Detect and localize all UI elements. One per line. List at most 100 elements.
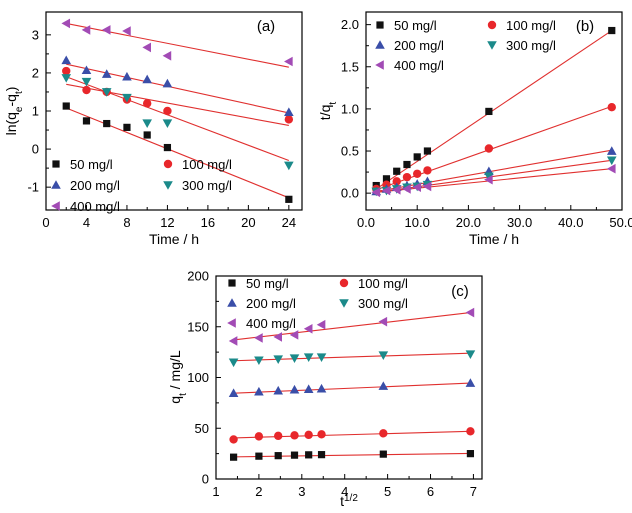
y-axis-label: t/qt [317,102,339,121]
data-point [378,316,388,327]
legend-marker [51,180,61,189]
data-point [466,427,475,436]
data-point [274,452,282,460]
legend-entry: 300 mg/l [358,296,408,311]
data-point [606,146,617,155]
data-point [303,384,314,393]
data-point [142,99,152,108]
legend-entry: 200 mg/l [394,38,444,53]
data-point [606,156,617,166]
y-tick-label: 0.5 [341,144,359,159]
x-tick-label: 20 [241,215,255,230]
legend-marker [375,40,385,49]
data-point [284,161,294,171]
data-point [303,353,314,362]
data-point [465,378,476,387]
x-tick-label: 40.0 [558,215,583,230]
data-point [228,388,239,398]
data-point [378,381,389,390]
fit-line-100-mg-l [376,105,612,191]
x-tick-label: 0 [42,215,49,230]
legend-marker [227,298,237,307]
x-tick-label: 4 [83,215,90,230]
data-point [143,131,151,139]
fit-line-100-mg-l [66,83,289,127]
x-tick-label: 8 [123,215,130,230]
fit-line-200-mg-l [376,149,612,193]
x-tick-label: 6 [427,484,434,499]
fit-line-300-mg-l [66,76,290,162]
data-point [303,323,313,334]
legend-marker [339,278,349,288]
data-point [466,450,475,458]
data-point [284,56,293,67]
data-point [423,166,432,175]
legend-marker [228,279,236,287]
panel-label: (a) [257,18,275,35]
x-tick-label: 20.0 [456,215,481,230]
data-point [316,353,327,362]
data-point [305,451,313,459]
data-point [81,77,92,87]
legend-marker [487,20,497,30]
data-point [142,42,151,53]
x-axis-label: Time / h [469,231,519,247]
legend-entry: 200 mg/l [246,296,296,311]
data-point [379,429,388,438]
legend-entry: 400 mg/l [246,316,296,331]
y-tick-label: 1.5 [341,59,359,74]
legend-entry: 50 mg/l [246,276,289,291]
legend-entry: 400 mg/l [70,199,120,214]
data-point [142,119,152,128]
data-point [255,452,263,460]
data-point [379,450,387,458]
data-point [122,93,132,103]
legend-marker [375,60,384,70]
data-point [101,69,112,78]
data-point [412,182,421,193]
data-point [122,26,131,36]
fit-line-400-mg-l [66,22,289,68]
x-tick-label: 50.0 [609,215,632,230]
data-point [62,66,71,76]
x-tick-label: 7 [470,484,477,499]
data-point [273,355,284,365]
data-point [284,107,294,116]
data-point [101,25,111,35]
data-point [317,451,326,459]
data-point [81,65,92,75]
data-point [289,330,299,340]
data-point [393,167,401,175]
fit-line-400-mg-l [233,311,471,341]
legend-marker [487,41,497,50]
y-tick-label: 0.0 [341,186,359,201]
data-point [316,383,327,393]
data-point [422,181,432,192]
data-point [413,169,422,178]
data-point [284,115,294,124]
data-point [485,107,493,116]
data-point [254,356,264,366]
data-point [254,333,263,343]
y-tick-label: 0 [202,472,209,487]
data-point [61,74,72,83]
x-tick-label: 16 [201,215,215,230]
legend-entry: 100 mg/l [358,276,408,291]
x-tick-label: 4 [341,484,348,499]
legend-entry: 300 mg/l [506,38,556,53]
data-point [484,174,493,185]
data-point [61,55,72,65]
x-tick-label: 10.0 [405,215,430,230]
data-point [229,435,238,444]
data-point [391,184,401,195]
data-point [62,102,70,110]
x-tick-label: 3 [298,484,305,499]
x-tick-label: 2 [255,484,262,499]
data-point [382,175,391,183]
fit-line-400-mg-l [376,168,612,193]
data-point [162,119,173,128]
data-point [82,117,91,125]
fit-line-300-mg-l [233,352,471,362]
fit-line-100-mg-l [233,430,471,439]
